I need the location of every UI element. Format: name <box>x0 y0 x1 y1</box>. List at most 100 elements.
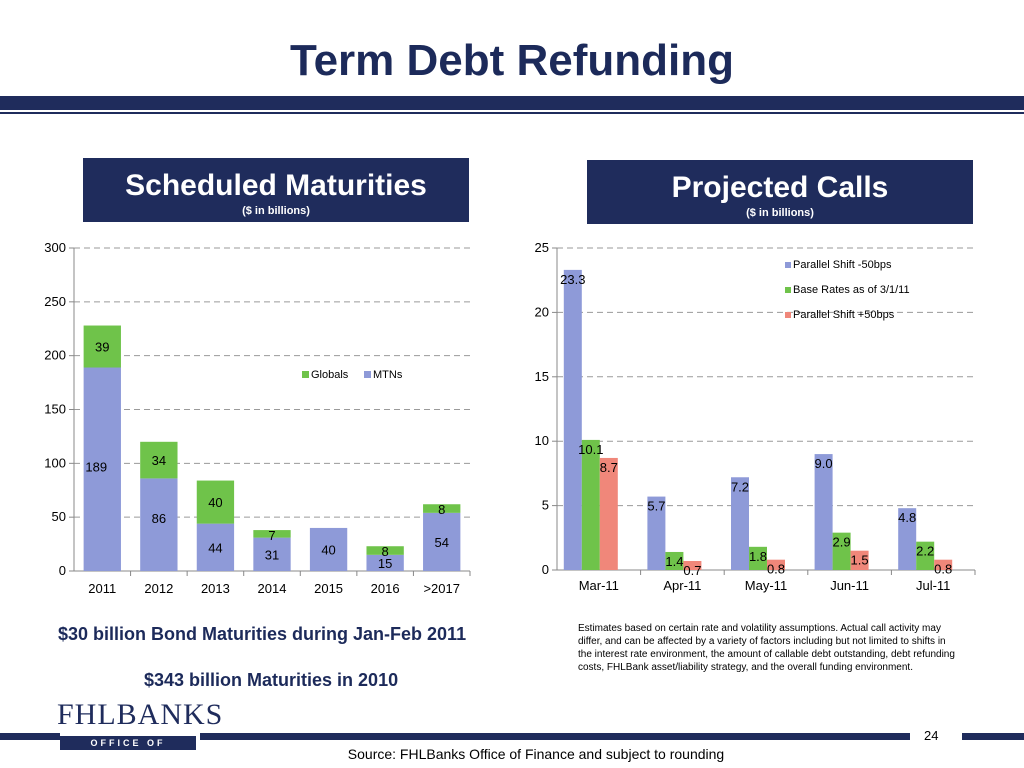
scheduled-maturities-chart: 0 50 100 150 200 250 300 2011 189 39 2012 86 34 2013 4… <box>44 240 471 596</box>
logo-wordmark: FHLBANKS <box>57 698 224 731</box>
data-label-globals: 40 <box>208 495 222 510</box>
data-label-mtns: 44 <box>208 540 222 555</box>
data-label: 1.4 <box>665 554 683 569</box>
x-tick-label: Mar-11 <box>579 578 619 593</box>
data-label-mtns: 40 <box>321 542 335 557</box>
x-tick-label: Jul-11 <box>916 578 950 593</box>
data-label: 2.2 <box>916 544 934 559</box>
legend-label-globals: Globals <box>311 369 349 381</box>
projected-calls-header: Projected Calls ($ in billions) <box>587 160 973 224</box>
bar-globals <box>196 480 235 524</box>
x-tick-label: May-11 <box>745 578 787 593</box>
x-tick-label: 2015 <box>314 581 343 596</box>
bar-shift-minus-50 <box>731 477 749 570</box>
bar-shift-minus-50 <box>563 269 582 570</box>
projected-calls-subtitle: ($ in billions) <box>746 207 814 219</box>
y-tick-label: 5 <box>542 498 549 513</box>
charts-canvas: 0501001502002503002011189392012863420134… <box>44 240 976 596</box>
bar-base-rates <box>832 532 851 570</box>
bar-shift-plus-50 <box>599 457 618 570</box>
legend-label: Parallel Shift +50bps <box>793 309 895 321</box>
data-label: 7.2 <box>731 479 749 494</box>
y-tick-label: 100 <box>44 455 66 470</box>
data-label: 1.8 <box>749 549 767 564</box>
legend-swatch-mtns <box>364 371 371 378</box>
bar-shift-plus-50 <box>683 560 702 570</box>
page-title: Term Debt Refunding <box>289 36 735 85</box>
legend-swatch <box>785 312 791 318</box>
data-label-globals: 8 <box>382 544 389 559</box>
footer-rule-right <box>962 733 1024 740</box>
data-label-mtns: 54 <box>434 535 448 550</box>
data-label-globals: 39 <box>95 340 109 355</box>
bar-shift-plus-50 <box>767 559 785 570</box>
projected-calls-title: Projected Calls <box>671 171 889 204</box>
x-tick-label: 2012 <box>144 581 173 596</box>
bar-globals <box>253 530 291 538</box>
title-rule-line <box>0 112 1024 114</box>
maturities-2010-note: $343 billion Maturities in 2010 <box>144 670 399 690</box>
bar-globals <box>140 441 178 479</box>
bar-shift-minus-50 <box>814 454 833 570</box>
data-label: 0.8 <box>767 562 785 577</box>
data-label: 10.1 <box>578 442 603 457</box>
bond-maturities-note: $30 billion Bond Maturities during Jan-F… <box>58 624 467 644</box>
legend-label: Base Rates as of 3/1/11 <box>793 284 910 296</box>
y-tick-label: 0 <box>542 562 549 577</box>
data-label-mtns: 189 <box>85 460 107 475</box>
y-tick-label: 200 <box>44 348 66 363</box>
x-tick-label: 2014 <box>258 581 287 596</box>
bar-globals <box>423 504 461 513</box>
legend-label-mtns: MTNs <box>373 369 403 381</box>
bar-base-rates <box>749 546 767 570</box>
page-number: 24 <box>924 728 939 743</box>
bar-shift-plus-50 <box>934 559 953 570</box>
bar-mtns <box>253 537 291 571</box>
projected-calls-chart: 0510152025Mar-1123.310.18.7Apr-115.71.40… <box>535 240 976 593</box>
y-tick-label: 0 <box>59 563 66 578</box>
y-tick-label: 300 <box>44 240 66 255</box>
legend-swatch <box>785 287 791 293</box>
data-label: 8.7 <box>600 460 618 475</box>
data-label: 0.8 <box>934 562 952 577</box>
data-label-globals: 8 <box>438 502 445 517</box>
title-rule <box>0 96 1024 110</box>
fhlbanks-logo: FHLBANKS OFFICE OF FINANCE <box>57 698 224 762</box>
bar-base-rates <box>581 439 600 570</box>
bar-globals <box>366 546 404 555</box>
data-label: 5.7 <box>647 499 665 514</box>
y-tick-label: 150 <box>44 402 66 417</box>
footer-rule-left <box>0 733 60 740</box>
bar-base-rates <box>916 541 935 570</box>
data-label: 4.8 <box>898 510 916 525</box>
x-tick-label: 2016 <box>371 581 400 596</box>
data-label-mtns: 15 <box>378 556 392 571</box>
footer-rule <box>200 733 910 740</box>
data-label: 0.7 <box>683 563 701 578</box>
y-tick-label: 250 <box>44 294 66 309</box>
bar-mtns <box>83 367 121 571</box>
data-label: 2.9 <box>833 535 851 550</box>
source-note: Source: FHLBanks Office of Finance and s… <box>347 746 725 762</box>
y-tick-label: 10 <box>535 433 549 448</box>
y-tick-label: 15 <box>535 369 549 384</box>
y-tick-label: 50 <box>52 509 66 524</box>
legend-label: Parallel Shift -50bps <box>793 259 892 271</box>
bar-mtns <box>140 478 178 571</box>
scheduled-maturities-header: Scheduled Maturities ($ in billions) <box>83 158 469 222</box>
logo-subtitle: OFFICE OF FINANCE <box>60 736 196 762</box>
data-label-globals: 34 <box>152 453 166 468</box>
x-tick-label: 2013 <box>201 581 230 596</box>
data-label: 23.3 <box>560 272 585 287</box>
y-tick-label: 25 <box>535 240 549 255</box>
legend-swatch-globals <box>302 371 309 378</box>
bar-mtns <box>309 527 348 571</box>
bar-mtns <box>196 523 235 571</box>
data-label: 9.0 <box>815 456 833 471</box>
bar-shift-minus-50 <box>647 496 666 570</box>
x-tick-label: Apr-11 <box>663 578 701 593</box>
x-tick-label: Jun-11 <box>830 578 869 593</box>
data-label-mtns: 86 <box>152 511 166 526</box>
x-tick-label: >2017 <box>423 581 460 596</box>
disclaimer-text: Estimates based on certain rate and vola… <box>578 623 955 673</box>
